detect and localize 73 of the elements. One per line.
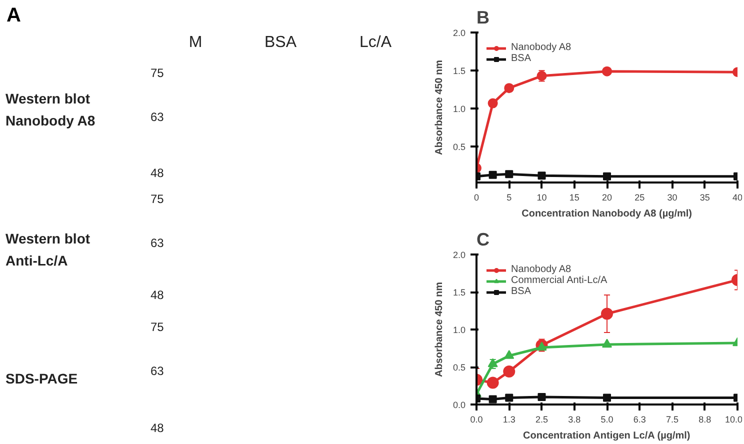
point [505, 394, 514, 402]
x-tick-label: 8.8 [698, 414, 712, 424]
x-tick-label: 20 [602, 192, 612, 202]
point [603, 172, 611, 180]
x-tick-label: 0 [474, 192, 480, 202]
point [602, 338, 612, 348]
x-tick-label: 5.0 [600, 414, 614, 424]
point [536, 342, 547, 351]
point [601, 308, 613, 320]
legend-label: Nanobody A8 [511, 264, 572, 275]
legend-label: BSA [511, 53, 532, 64]
y-tick-label: 1.5 [452, 288, 466, 298]
x-axis-title: Concentration Nanobody A8 (µg/ml) [522, 208, 692, 220]
x-tick-label: 30 [667, 192, 678, 202]
y-tick-label: 0.5 [452, 142, 466, 152]
y-tick-label: 2.0 [452, 250, 466, 260]
text: 75 [150, 192, 164, 206]
legend-label: Commercial Anti-Lc/A [511, 275, 608, 286]
text: 75 [150, 320, 164, 334]
y-axis-title: Absorbance 450 nm [434, 60, 445, 156]
y-tick-label: 2.0 [452, 28, 466, 38]
x-tick-label: 1.3 [502, 414, 516, 424]
point [488, 98, 498, 108]
point [602, 66, 612, 76]
y-tick-label: 1.5 [452, 66, 466, 76]
point [488, 170, 497, 179]
text: Western blot [6, 230, 90, 246]
legend-label: Nanobody A8 [511, 42, 572, 53]
text: SDS-PAGE [6, 370, 78, 386]
x-tick-label: 10.0 [724, 414, 743, 424]
point [603, 394, 611, 402]
x-tick-label: 25 [634, 192, 645, 202]
chart-title: C [476, 230, 490, 250]
y-tick-label: 0.0 [452, 400, 466, 410]
x-axis-title: Concentration Antigen Lc/A (µg/ml) [523, 430, 690, 442]
point [486, 376, 499, 389]
y-axis-title: Absorbance 450 nm [434, 282, 445, 378]
chart-title: B [476, 8, 490, 28]
text: Nanobody A8 [6, 112, 96, 128]
text: 48 [150, 166, 164, 180]
legend-label: BSA [511, 286, 532, 297]
text: 48 [150, 288, 164, 302]
x-tick-label: 10 [536, 192, 547, 202]
text: Lc/A [359, 34, 392, 51]
point [488, 395, 497, 404]
text: Western blot [6, 90, 90, 106]
x-tick-label: 40 [732, 192, 743, 202]
text: 63 [150, 236, 164, 250]
text: 75 [150, 66, 164, 80]
point [505, 170, 514, 178]
point [538, 393, 546, 401]
y-tick-label: 1.0 [452, 325, 466, 335]
x-tick-label: 35 [700, 192, 710, 202]
text: 63 [150, 110, 164, 124]
y-tick-label: 1.0 [452, 104, 466, 114]
text: M [188, 34, 202, 51]
point [504, 83, 514, 94]
x-tick-label: 6.3 [633, 414, 646, 424]
x-tick-label: 3.8 [568, 414, 581, 424]
x-tick-label: 15 [569, 192, 580, 202]
text: 48 [150, 421, 164, 435]
x-tick-label: 2.5 [535, 414, 548, 424]
text: A [6, 4, 21, 26]
text: BSA [264, 34, 297, 51]
y-tick-label: 0.5 [452, 362, 466, 372]
point [538, 172, 546, 180]
text: 63 [150, 364, 164, 378]
point [503, 366, 516, 378]
point [504, 350, 514, 359]
x-tick-label: 5 [506, 192, 512, 202]
text: Anti-Lc/A [6, 252, 68, 268]
x-tick-label: 0.0 [470, 414, 483, 424]
x-tick-label: 7.5 [666, 414, 679, 424]
